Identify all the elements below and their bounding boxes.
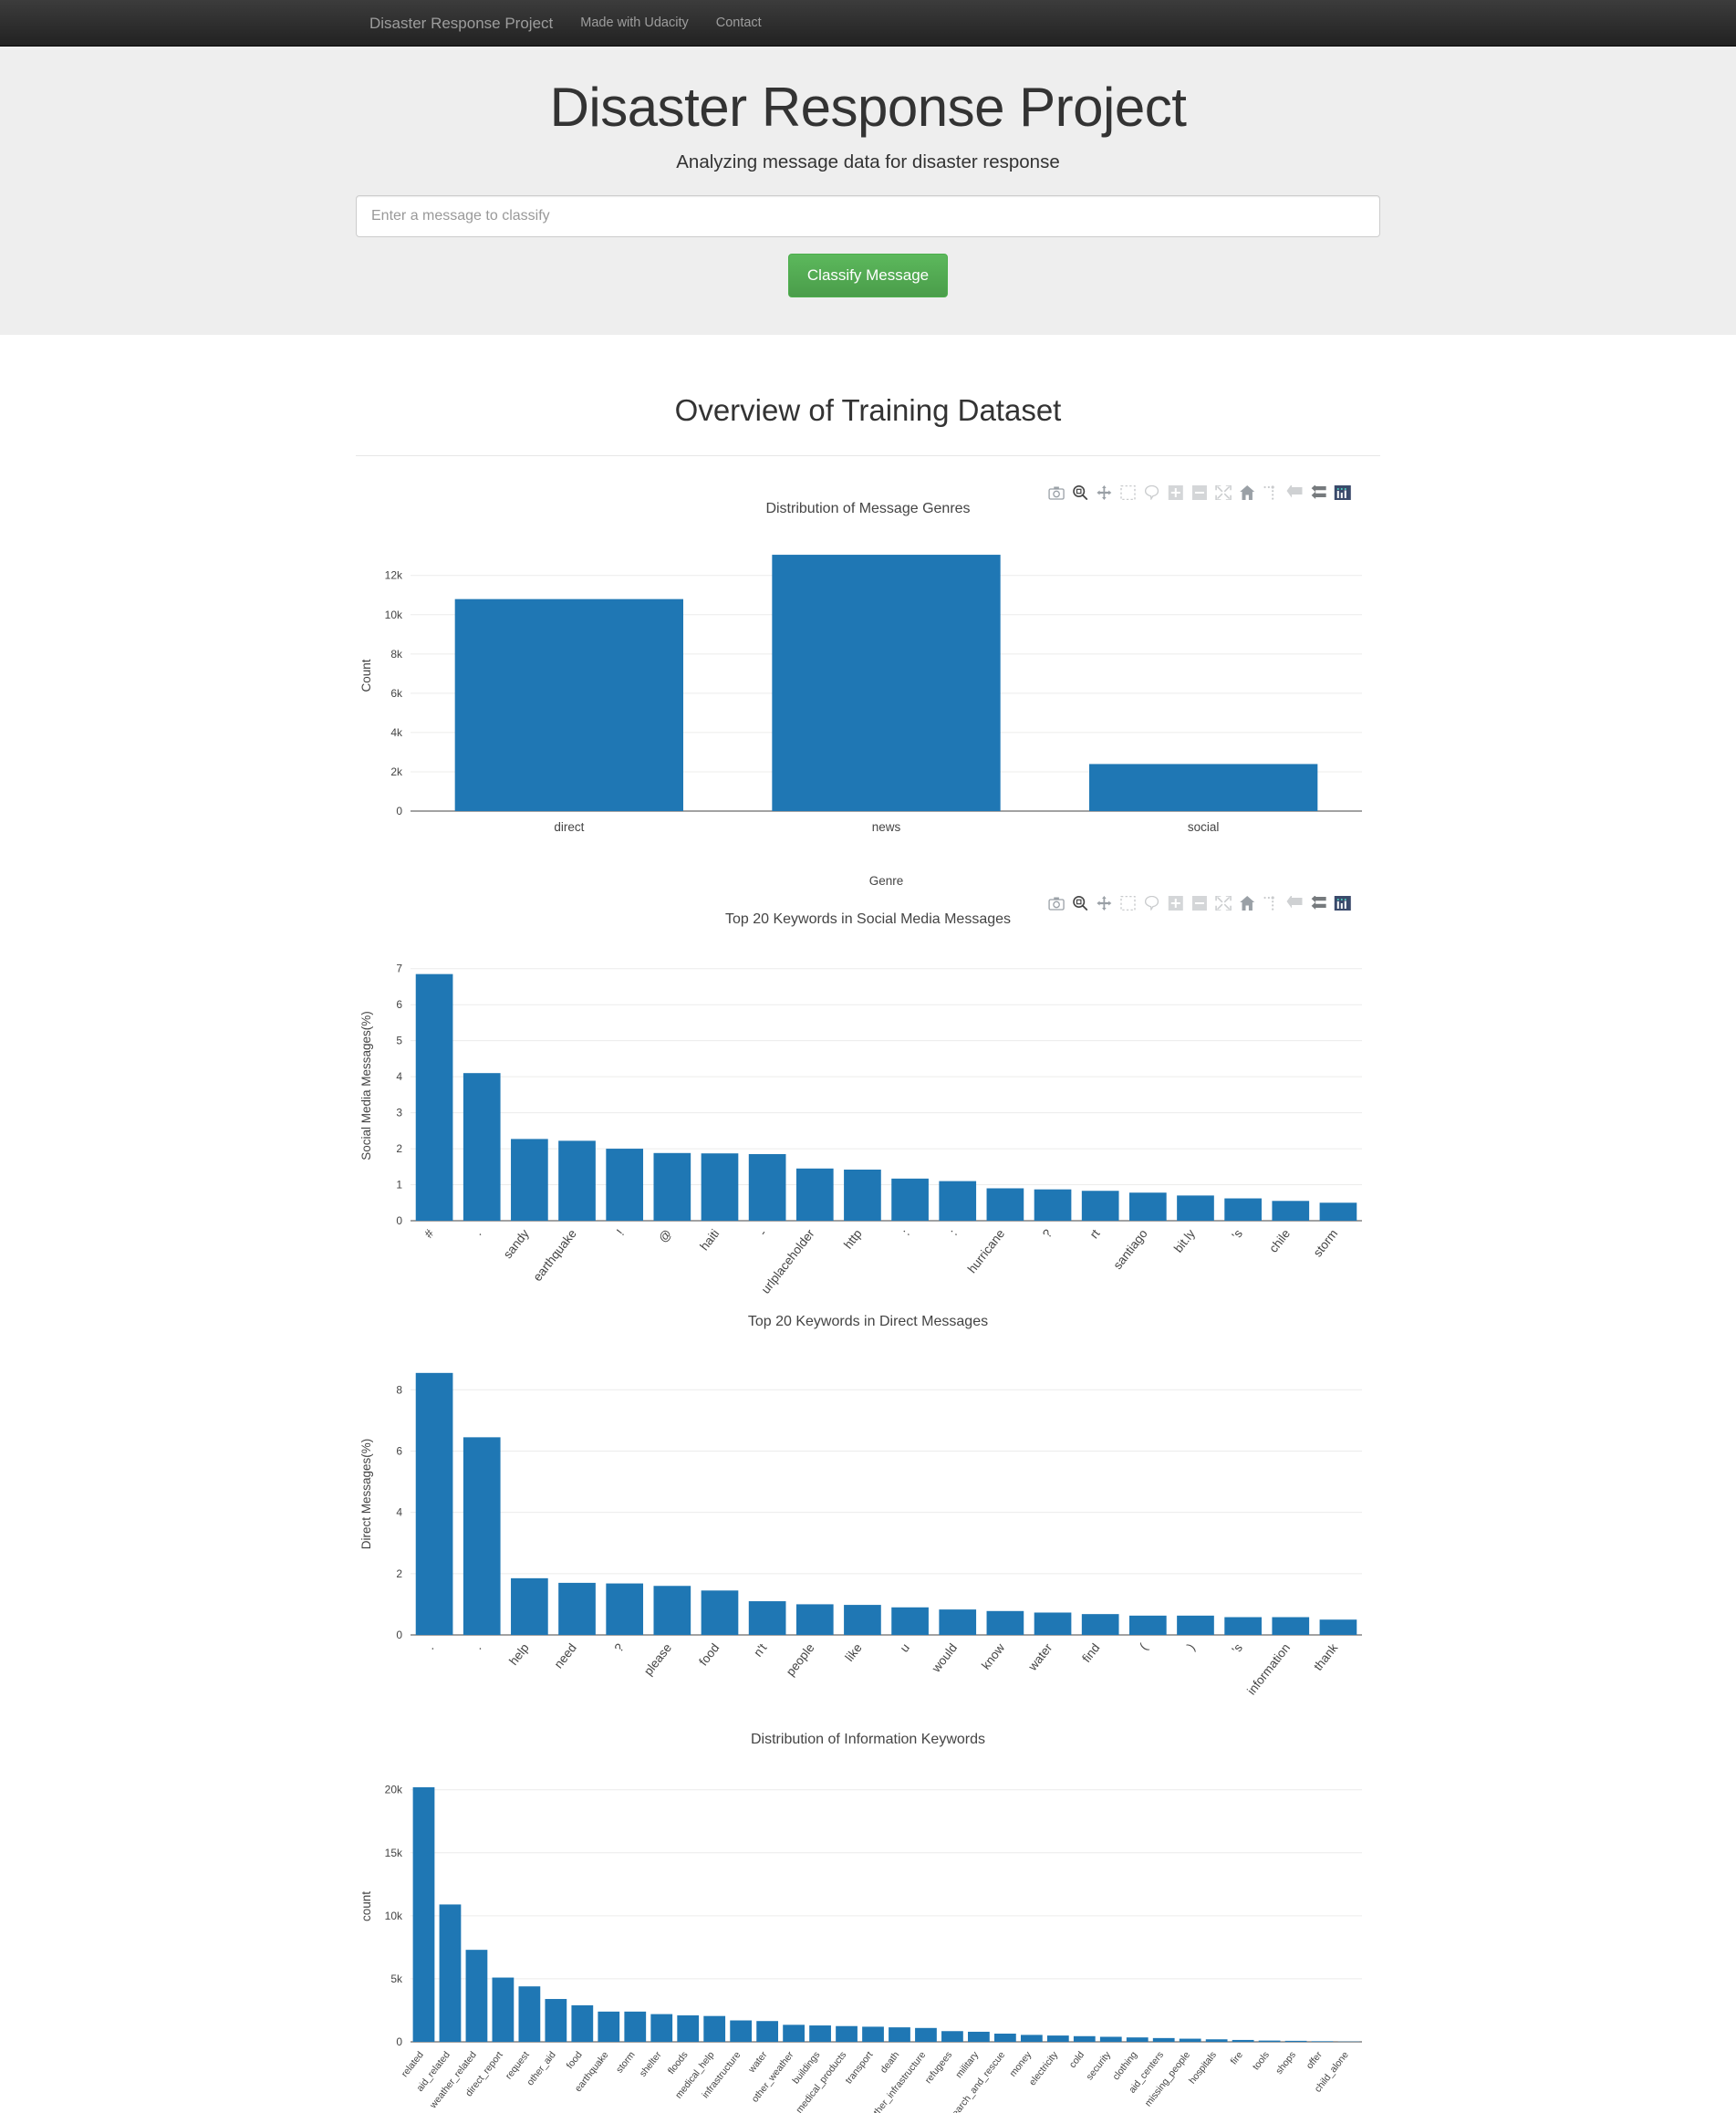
svg-text:10k: 10k <box>385 1910 403 1922</box>
svg-text:direct: direct <box>554 820 584 834</box>
svg-text:2: 2 <box>396 1567 402 1580</box>
svg-text:0: 0 <box>396 2035 402 2048</box>
svg-text:12k: 12k <box>385 569 403 582</box>
svg-text:0: 0 <box>396 1214 402 1227</box>
svg-text:7: 7 <box>396 963 402 975</box>
svg-text:news: news <box>872 820 901 834</box>
svg-text:8: 8 <box>396 1383 402 1396</box>
svg-text:5k: 5k <box>390 1972 403 1985</box>
svg-text:8k: 8k <box>390 648 403 661</box>
svg-text:Genre: Genre <box>869 874 904 888</box>
svg-text:4: 4 <box>396 1070 402 1083</box>
svg-text:0: 0 <box>396 805 402 817</box>
svg-text:15k: 15k <box>385 1847 403 1859</box>
svg-text:3: 3 <box>396 1107 402 1119</box>
svg-text:0: 0 <box>396 1629 402 1641</box>
svg-text:2: 2 <box>396 1142 402 1155</box>
svg-text:count: count <box>359 1891 373 1921</box>
svg-text:Top 20 Keywords in Direct Mess: Top 20 Keywords in Direct Messages <box>748 1314 988 1329</box>
svg-text:4: 4 <box>396 1506 402 1519</box>
svg-text:Distribution of Information Ke: Distribution of Information Keywords <box>751 1732 985 1747</box>
svg-text:10k: 10k <box>385 609 403 621</box>
svg-text:2k: 2k <box>390 765 403 778</box>
svg-text:4k: 4k <box>390 726 403 739</box>
svg-text:1: 1 <box>396 1179 402 1192</box>
svg-text:Top 20 Keywords in Social Medi: Top 20 Keywords in Social Media Messages <box>725 911 1011 927</box>
svg-text:Direct Messages(%): Direct Messages(%) <box>359 1439 373 1550</box>
svg-text:20k: 20k <box>385 1784 403 1796</box>
svg-text:Distribution of Message Genres: Distribution of Message Genres <box>765 501 970 516</box>
svg-text:Count: Count <box>359 659 373 692</box>
svg-text:6k: 6k <box>390 687 403 700</box>
svg-text:6: 6 <box>396 998 402 1011</box>
svg-text:6: 6 <box>396 1444 402 1457</box>
svg-text:5: 5 <box>396 1035 402 1047</box>
svg-text:social: social <box>1188 820 1220 834</box>
svg-text:Social Media Messages(%): Social Media Messages(%) <box>359 1011 373 1161</box>
